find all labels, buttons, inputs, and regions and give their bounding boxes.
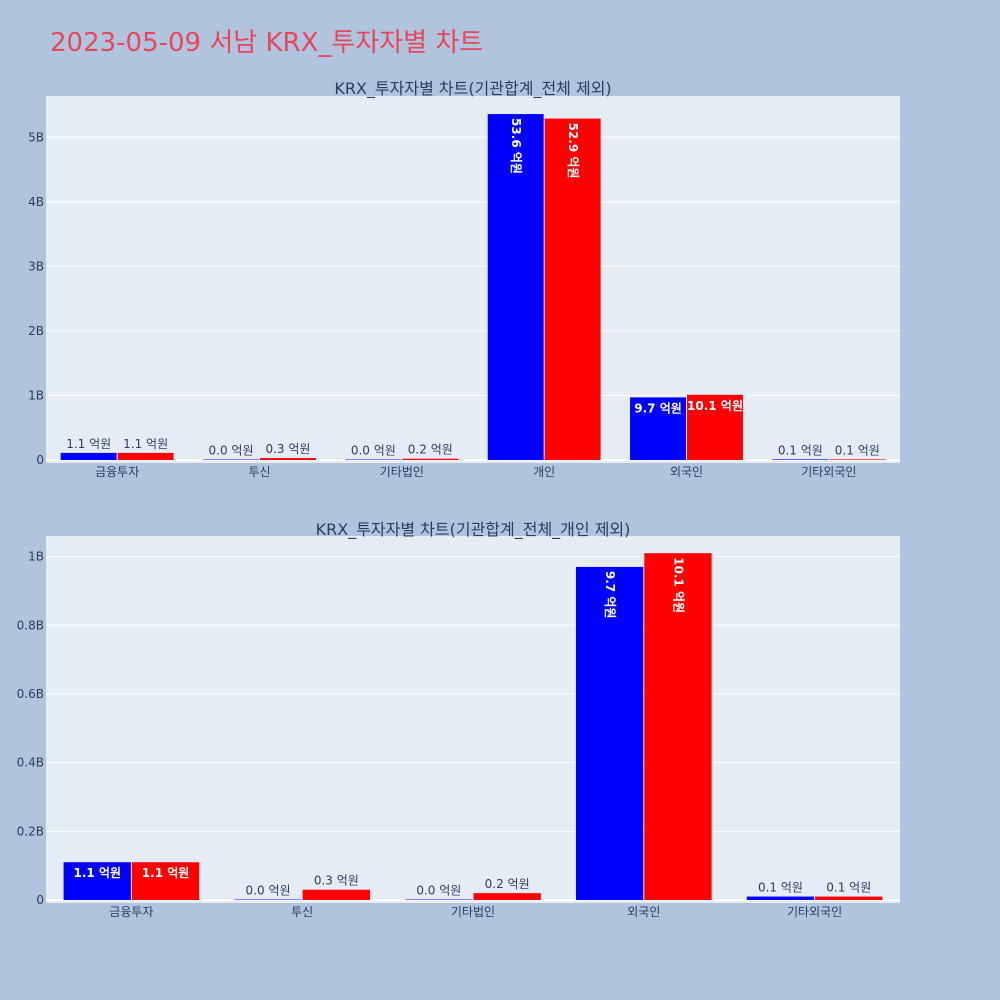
- y-tick-label: 0: [36, 893, 44, 907]
- y-tick-label: 1B: [28, 388, 44, 402]
- data-label: 0.0 억원: [246, 884, 291, 898]
- plot-area-2: [46, 536, 900, 903]
- bar: [345, 459, 402, 460]
- x-tick-label: 개인: [533, 465, 555, 479]
- bar: [234, 899, 302, 900]
- data-label: 1.1 억원: [73, 866, 121, 880]
- bar: [302, 889, 371, 900]
- data-label: 0.1 억원: [826, 881, 871, 895]
- y-tick-label: 2B: [28, 324, 44, 338]
- chart-title: KRX_투자자별 차트(기관합계_전체 제외): [334, 79, 611, 99]
- data-label: 0.1 억원: [758, 881, 803, 895]
- y-tick-label: 0.2B: [17, 824, 44, 838]
- x-tick-label: 금융투자: [95, 465, 139, 479]
- y-tick-label: 4B: [28, 195, 44, 209]
- y-tick-label: 5B: [28, 130, 44, 144]
- x-tick-label: 기타외국인: [801, 465, 856, 479]
- bar: [405, 899, 473, 900]
- y-tick-label: 0.8B: [17, 618, 44, 632]
- data-label: 0.3 억원: [265, 442, 310, 456]
- data-label: 10.1 억원: [687, 399, 743, 413]
- data-label: 0.3 억원: [314, 874, 359, 888]
- data-label: 0.1 억원: [778, 443, 823, 457]
- x-tick-label: 금융투자: [109, 905, 153, 919]
- data-label: 0.2 억원: [485, 877, 530, 891]
- y-tick-label: 0.6B: [17, 687, 44, 701]
- data-label: 52.9 억원: [566, 123, 580, 179]
- plot-area-1: [46, 96, 900, 463]
- bar: [575, 566, 644, 900]
- bar: [746, 896, 815, 900]
- bar: [644, 553, 712, 900]
- data-label: 9.7 억원: [634, 401, 682, 415]
- x-tick-label: 투신: [248, 465, 270, 479]
- y-tick-label: 0: [36, 453, 44, 467]
- y-tick-label: 1B: [28, 550, 44, 564]
- bar: [260, 458, 316, 460]
- x-tick-label: 외국인: [670, 465, 703, 479]
- data-label: 0.0 억원: [351, 444, 396, 458]
- x-tick-label: 외국인: [627, 905, 660, 919]
- data-label: 1.1 억원: [123, 437, 168, 451]
- bar: [203, 459, 259, 460]
- data-label: 0.0 억원: [416, 884, 461, 898]
- data-label: 53.6 억원: [509, 118, 523, 174]
- bar: [687, 394, 743, 460]
- bar: [402, 458, 459, 460]
- bar: [473, 893, 541, 900]
- data-label: 1.1 억원: [142, 866, 190, 880]
- bar: [117, 452, 174, 460]
- data-label: 9.7 억원: [603, 571, 617, 619]
- x-tick-label: 기타외국인: [787, 905, 842, 919]
- x-tick-label: 기타법인: [380, 465, 424, 479]
- y-tick-label: 3B: [28, 259, 44, 273]
- x-tick-label: 기타법인: [451, 905, 495, 919]
- data-label: 10.1 억원: [671, 557, 685, 613]
- bar: [544, 118, 601, 460]
- bar: [487, 114, 544, 460]
- x-tick-label: 투신: [291, 905, 313, 919]
- data-label: 0.0 억원: [209, 444, 254, 458]
- bar: [772, 459, 829, 460]
- bar: [60, 452, 117, 460]
- bar: [829, 459, 886, 460]
- bar: [131, 862, 200, 900]
- bar: [630, 397, 686, 460]
- data-label: 0.2 억원: [408, 443, 453, 457]
- data-label: 0.1 억원: [835, 443, 880, 457]
- bar: [63, 862, 131, 900]
- chart-title: KRX_투자자별 차트(기관합계_전체_개인 제외): [316, 520, 631, 540]
- y-tick-label: 0.4B: [17, 756, 44, 770]
- page-title: 2023-05-09 서남 KRX_투자자별 차트: [50, 28, 484, 58]
- bar: [815, 896, 883, 900]
- data-label: 1.1 억원: [66, 437, 111, 451]
